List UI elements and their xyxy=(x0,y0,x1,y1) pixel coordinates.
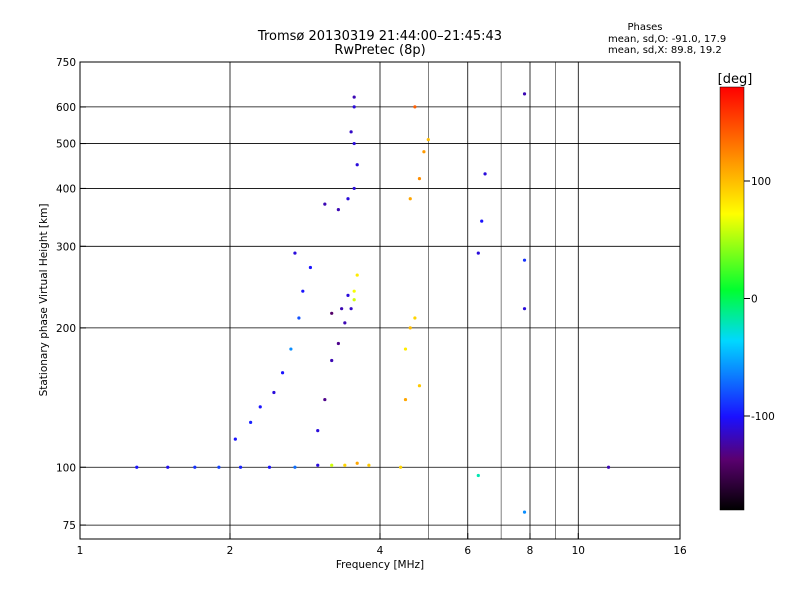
data-point xyxy=(349,307,353,311)
colorbar-label: [deg] xyxy=(718,72,753,87)
data-point xyxy=(346,197,350,201)
y-tick-label: 750 xyxy=(56,57,76,69)
data-point xyxy=(272,390,276,395)
x-tick-label: 2 xyxy=(227,545,234,557)
data-point xyxy=(522,92,527,96)
data-point xyxy=(352,186,356,191)
data-point xyxy=(135,465,139,469)
data-point xyxy=(267,465,272,469)
data-point xyxy=(417,177,422,181)
data-point xyxy=(323,397,327,402)
x-tick-label: 1 xyxy=(77,545,84,557)
data-point xyxy=(408,326,412,330)
data-point xyxy=(343,463,347,467)
y-tick-label: 500 xyxy=(56,139,76,151)
colorbar-tick-label: -100 xyxy=(751,411,775,423)
data-point xyxy=(330,358,334,363)
colorbar-tick-label: 100 xyxy=(751,176,771,188)
data-point xyxy=(308,265,313,270)
data-point xyxy=(217,465,221,469)
data-point xyxy=(403,347,408,351)
data-point xyxy=(522,307,527,311)
data-point xyxy=(367,463,371,467)
data-point xyxy=(522,258,527,262)
data-point xyxy=(408,197,412,201)
data-point xyxy=(238,465,243,469)
data-point xyxy=(352,95,356,99)
data-point xyxy=(417,384,422,388)
data-point xyxy=(355,163,359,167)
y-tick-label: 300 xyxy=(56,241,76,253)
data-point xyxy=(193,465,197,469)
data-point xyxy=(346,293,350,298)
phases-heading: Phases xyxy=(627,22,662,33)
data-point xyxy=(316,463,320,467)
data-point xyxy=(297,316,301,320)
data-point xyxy=(316,428,320,433)
phases-o-line: mean, sd,O: -91.0, 17.9 xyxy=(608,34,726,45)
y-tick-label: 100 xyxy=(56,462,76,474)
data-point xyxy=(352,298,356,302)
data-point xyxy=(293,465,297,469)
y-tick-label: 200 xyxy=(56,323,76,335)
data-point xyxy=(166,465,170,469)
data-point xyxy=(480,219,484,223)
data-point xyxy=(336,208,340,212)
data-point xyxy=(323,202,327,206)
phases-x-line: mean, sd,X: 89.8, 19.2 xyxy=(608,45,722,56)
x-axis-label: Frequency [MHz] xyxy=(336,559,424,571)
grid-lines xyxy=(80,62,680,539)
x-tick-label: 8 xyxy=(527,545,534,557)
colorbar xyxy=(719,86,745,511)
data-point xyxy=(336,341,340,346)
data-point xyxy=(349,130,353,134)
data-point xyxy=(340,307,344,311)
chart-subtitle: RwPretec (8p) xyxy=(334,43,425,58)
data-point xyxy=(352,105,356,109)
data-point xyxy=(330,311,334,315)
y-axis-label: Stationary phase Virtual Height [km] xyxy=(38,204,50,397)
x-tick-label: 10 xyxy=(572,545,585,557)
y-tick-label: 400 xyxy=(56,183,76,195)
data-point xyxy=(352,141,356,146)
y-tick-label: 600 xyxy=(56,102,76,114)
x-axis-ticks: 1 2 4 6 8 10 16 xyxy=(77,533,687,557)
x-tick-label: 16 xyxy=(673,545,687,557)
x-tick-label: 6 xyxy=(464,545,471,557)
data-point xyxy=(355,273,359,277)
data-point xyxy=(413,105,417,109)
colorbar-tick-label: 0 xyxy=(751,294,758,306)
data-point xyxy=(301,289,305,293)
data-point xyxy=(476,473,480,478)
data-point xyxy=(476,251,480,255)
data-point xyxy=(330,463,334,467)
data-point xyxy=(352,289,356,293)
data-point xyxy=(522,510,527,514)
data-point xyxy=(399,465,403,469)
data-point xyxy=(483,172,487,176)
data-point xyxy=(280,371,285,375)
data-points xyxy=(135,92,611,514)
data-point xyxy=(355,461,359,465)
y-axis-ticks: 75 100 200 300 400 500 600 750 xyxy=(56,57,86,532)
data-point xyxy=(426,137,430,142)
data-point xyxy=(258,405,262,409)
data-point xyxy=(606,465,611,469)
data-point xyxy=(293,251,297,255)
data-point xyxy=(289,347,293,351)
data-point xyxy=(403,397,408,402)
y-tick-label: 75 xyxy=(63,520,76,532)
chart-title: Tromsø 20130319 21:44:00–21:45:43 xyxy=(257,29,502,44)
data-point xyxy=(233,437,237,441)
data-point xyxy=(422,150,426,154)
colorbar-ticks: 100 0 -100 xyxy=(744,176,775,423)
data-point xyxy=(249,420,253,424)
x-tick-label: 4 xyxy=(377,545,384,557)
data-point xyxy=(343,321,347,325)
data-point xyxy=(413,316,417,320)
